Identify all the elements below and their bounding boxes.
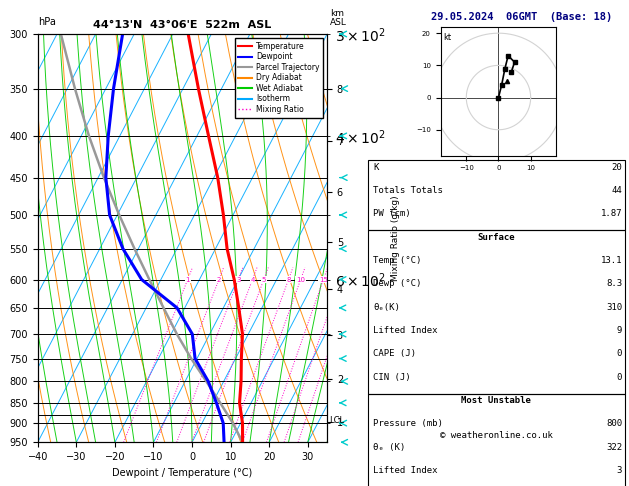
Text: 9: 9: [616, 326, 622, 335]
Text: Pressure (mb): Pressure (mb): [373, 419, 443, 429]
Text: PW (cm): PW (cm): [373, 209, 411, 219]
Title: 44°13'N  43°06'E  522m  ASL: 44°13'N 43°06'E 522m ASL: [93, 20, 272, 31]
Text: θₑ (K): θₑ (K): [373, 443, 405, 452]
Text: 4: 4: [250, 277, 255, 282]
Text: hPa: hPa: [38, 17, 55, 27]
Text: θₑ(K): θₑ(K): [373, 303, 400, 312]
Text: km
ASL: km ASL: [330, 9, 347, 27]
Text: Totals Totals: Totals Totals: [373, 186, 443, 195]
Text: Dewp (°C): Dewp (°C): [373, 279, 421, 289]
Legend: Temperature, Dewpoint, Parcel Trajectory, Dry Adiabat, Wet Adiabat, Isotherm, Mi: Temperature, Dewpoint, Parcel Trajectory…: [235, 38, 323, 118]
Text: 2: 2: [217, 277, 221, 282]
Text: Lifted Index: Lifted Index: [373, 326, 438, 335]
Text: 13.1: 13.1: [601, 256, 622, 265]
Text: kt: kt: [443, 33, 452, 42]
Text: 8: 8: [286, 277, 291, 282]
Text: 44: 44: [611, 186, 622, 195]
Text: 20: 20: [611, 163, 622, 172]
Text: 15: 15: [319, 277, 328, 282]
Text: 322: 322: [606, 443, 622, 452]
Text: 10: 10: [296, 277, 305, 282]
Y-axis label: Mixing Ratio (g/kg): Mixing Ratio (g/kg): [391, 195, 400, 281]
Text: 3: 3: [236, 277, 240, 282]
Text: 0: 0: [616, 373, 622, 382]
Text: 310: 310: [606, 303, 622, 312]
Text: 5: 5: [262, 277, 266, 282]
Text: 8.3: 8.3: [606, 279, 622, 289]
Text: Temp (°C): Temp (°C): [373, 256, 421, 265]
Text: 3: 3: [616, 466, 622, 475]
Text: © weatheronline.co.uk: © weatheronline.co.uk: [440, 431, 553, 440]
X-axis label: Dewpoint / Temperature (°C): Dewpoint / Temperature (°C): [113, 468, 252, 478]
Text: 1.87: 1.87: [601, 209, 622, 219]
Text: Lifted Index: Lifted Index: [373, 466, 438, 475]
Text: 29.05.2024  06GMT  (Base: 18): 29.05.2024 06GMT (Base: 18): [431, 12, 613, 22]
Text: Most Unstable: Most Unstable: [461, 396, 532, 405]
Text: CIN (J): CIN (J): [373, 373, 411, 382]
Text: K: K: [373, 163, 379, 172]
Text: LCL: LCL: [330, 416, 345, 425]
Text: Surface: Surface: [477, 233, 515, 242]
Text: 1: 1: [186, 277, 190, 282]
Text: 0: 0: [616, 349, 622, 359]
Text: CAPE (J): CAPE (J): [373, 349, 416, 359]
Text: 800: 800: [606, 419, 622, 429]
